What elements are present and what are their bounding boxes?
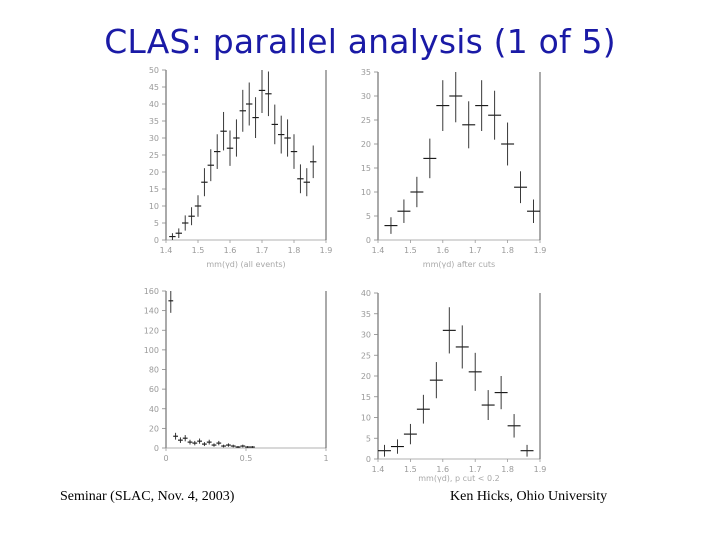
y-tick-label: 10: [361, 188, 371, 197]
y-tick-label: 35: [361, 310, 371, 319]
x-tick-label: 1.5: [404, 465, 417, 474]
y-tick-label: 35: [361, 68, 371, 77]
y-tick-label: 0: [154, 444, 159, 453]
x-tick-label: 1.5: [404, 246, 417, 255]
histogram-panel-4: 0 5 10 15 20 25 30 35 40 1.4 1.5 1.6 1.7 1.8 1.9 mm(γd)…: [350, 283, 550, 488]
y-tick-label: 5: [154, 219, 159, 228]
y-tick-label: 60: [149, 385, 159, 394]
y-tick-label: 40: [361, 289, 371, 298]
y-tick-label: 10: [361, 414, 371, 423]
y-tick-label: 25: [149, 151, 159, 160]
x-tick-label: 1.7: [469, 465, 482, 474]
y-tick-label: 20: [149, 424, 159, 433]
y-tick-label: 30: [361, 331, 371, 340]
x-tick-label: 1.6: [436, 465, 449, 474]
histogram-panel-1: 0 5 10 15 20 25 30 35 40 45 50 1.4 1.5 1.6 1.7 1.8 1.9 mm…: [136, 60, 336, 280]
y-tick-label: 50: [149, 66, 159, 75]
y-tick-label: 0: [366, 455, 371, 464]
y-tick-label: 100: [144, 346, 159, 355]
y-tick-label: 40: [149, 100, 159, 109]
x-axis-label: mm(γd) after cuts: [423, 260, 495, 269]
x-tick-label: 1.8: [501, 246, 514, 255]
x-tick-label: 1: [323, 454, 328, 463]
x-tick-label: 1.4: [372, 465, 385, 474]
y-tick-label: 45: [149, 83, 159, 92]
x-tick-label: 1.5: [192, 246, 205, 255]
slide-title: CLAS: parallel analysis (1 of 5): [104, 22, 616, 61]
histogram-chart-4: 0 5 10 15 20 25 30 35 40 1.4 1.5 1.6 1.7 1.8 1.9 mm(γd)…: [361, 289, 547, 483]
x-tick-label: 1.7: [469, 246, 482, 255]
y-tick-label: 30: [149, 134, 159, 143]
y-tick-label: 5: [366, 434, 371, 443]
histogram-panel-3: 0 20 40 60 80 100 120 140 160 0 0.5 1: [136, 283, 336, 473]
x-axis-label: mm(γd) (all events): [206, 260, 285, 269]
x-tick-label: 1.4: [160, 246, 173, 255]
footer-seminar: Seminar (SLAC, Nov. 4, 2003): [60, 489, 235, 504]
x-tick-label: 1.7: [256, 246, 269, 255]
y-tick-label: 20: [361, 372, 371, 381]
x-tick-label: 1.6: [224, 246, 237, 255]
x-tick-label: 0: [163, 454, 168, 463]
histogram-chart-1: 0 5 10 15 20 25 30 35 40 45 50 1.4 1.5 1.6 1.7 1.8 1.9 mm…: [149, 66, 333, 269]
histogram-chart-3: 0 20 40 60 80 100 120 140 160 0 0.5 1: [144, 287, 329, 463]
y-tick-label: 120: [144, 326, 159, 335]
y-tick-label: 160: [144, 287, 159, 296]
y-tick-label: 5: [366, 212, 371, 221]
y-tick-label: 0: [154, 236, 159, 245]
y-tick-label: 15: [361, 164, 371, 173]
histogram-chart-2: 0 5 10 15 20 25 30 35 1.4 1.5 1.6 1.7 1.8 1.9 mm(γd) a…: [361, 68, 547, 269]
y-tick-label: 15: [149, 185, 159, 194]
x-tick-label: 1.9: [534, 465, 547, 474]
histogram-panel-2: 0 5 10 15 20 25 30 35 1.4 1.5 1.6 1.7 1.8 1.9 mm(γd) a…: [350, 62, 550, 280]
y-tick-label: 40: [149, 405, 159, 414]
y-tick-label: 0: [366, 236, 371, 245]
y-tick-label: 30: [361, 92, 371, 101]
footer-author: Ken Hicks, Ohio University: [450, 489, 608, 504]
y-tick-label: 140: [144, 307, 159, 316]
y-tick-label: 35: [149, 117, 159, 126]
y-tick-label: 25: [361, 351, 371, 360]
x-tick-label: 1.8: [501, 465, 514, 474]
y-tick-label: 25: [361, 116, 371, 125]
x-tick-label: 1.9: [534, 246, 547, 255]
y-tick-label: 20: [361, 140, 371, 149]
x-tick-label: 1.4: [372, 246, 385, 255]
y-tick-label: 10: [149, 202, 159, 211]
y-tick-label: 15: [361, 393, 371, 402]
y-tick-label: 80: [149, 366, 159, 375]
x-tick-label: 0.5: [240, 454, 253, 463]
x-tick-label: 1.6: [436, 246, 449, 255]
y-tick-label: 20: [149, 168, 159, 177]
x-tick-label: 1.9: [320, 246, 333, 255]
x-axis-label: mm(γd), p cut < 0.2: [418, 474, 499, 483]
x-tick-label: 1.8: [288, 246, 301, 255]
